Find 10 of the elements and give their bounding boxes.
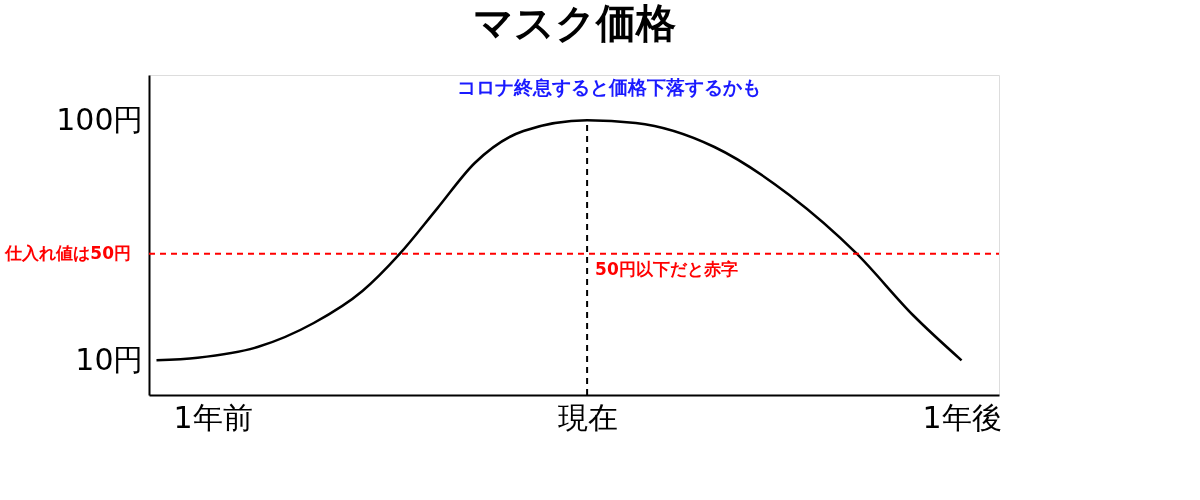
y-tick-label: 100円: [56, 101, 144, 137]
annotation: 50円以下だと赤字: [595, 258, 738, 279]
x-tick-label: 1年後: [922, 399, 1002, 435]
x-tick-label: 現在: [557, 399, 618, 435]
x-tick-label: 1年前: [173, 399, 253, 435]
chart-title: マスク価格: [472, 0, 676, 46]
annotation: コロナ終息すると価格下落するかも: [457, 76, 761, 98]
y-tick-label: 10円: [75, 341, 144, 377]
line-series: [155, 119, 963, 362]
ref-line-label: 仕入れ値は50円: [4, 242, 131, 263]
